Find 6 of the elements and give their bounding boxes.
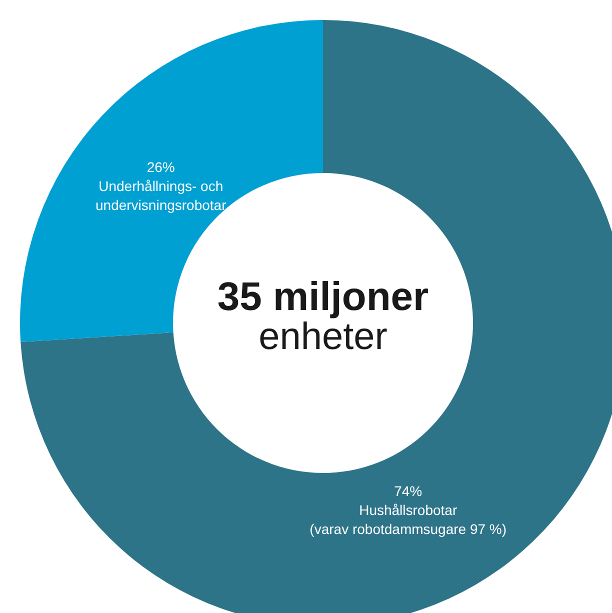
- data-label: 74%: [394, 482, 422, 499]
- slice-label: Underhållnings- och undervisningsrobotar: [96, 178, 227, 214]
- text: 35 miljoner: [217, 275, 429, 319]
- data-label: 26%: [146, 159, 175, 176]
- text: (varav robotdammsugare 97 %): [310, 520, 507, 537]
- slice-label: Hushållsrobotar: [359, 502, 458, 518]
